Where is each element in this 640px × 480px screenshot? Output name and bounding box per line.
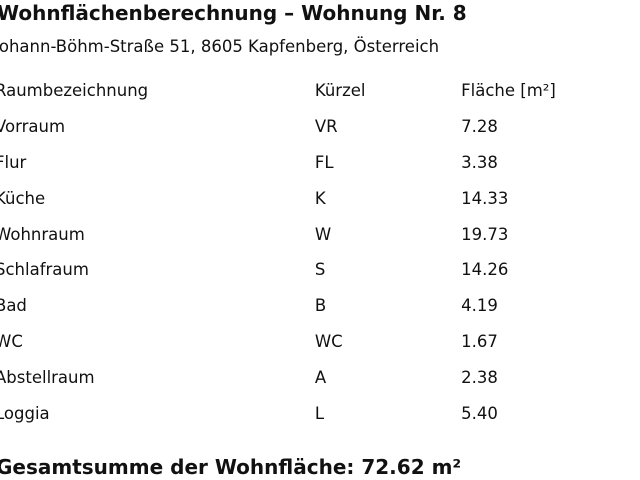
area-cell: 7.28 bbox=[461, 117, 498, 137]
room-name-cell: Loggia bbox=[0, 403, 50, 423]
area-cell: 1.67 bbox=[461, 331, 498, 351]
total-area: Gesamtsumme der Wohnfläche: 72.62 m² bbox=[0, 455, 462, 479]
abbreviation-cell: W bbox=[314, 224, 332, 244]
table-header-row: Raumbezeichnung Kürzel Fläche [m²] bbox=[0, 73, 635, 109]
table-row: Loggia L 5.40 bbox=[0, 395, 635, 431]
room-name-cell: Bad bbox=[0, 296, 27, 316]
room-name-cell: Abstellraum bbox=[0, 367, 95, 387]
table-row: Bad B 4.19 bbox=[0, 288, 635, 324]
document-title: Wohnflächenberechnung – Wohnung Nr. 8 bbox=[0, 1, 467, 25]
abbreviation-cell: WC bbox=[314, 331, 343, 351]
header-abbreviation: Kürzel bbox=[314, 81, 366, 101]
address: Johann-Böhm-Straße 51, 8605 Kapfenberg, … bbox=[0, 37, 440, 56]
area-cell: 3.38 bbox=[461, 152, 498, 172]
room-name-cell: Schlafraum bbox=[0, 260, 89, 280]
room-name-cell: Flur bbox=[0, 152, 27, 172]
header-area: Fläche [m²] bbox=[461, 81, 556, 101]
area-cell: 14.33 bbox=[461, 188, 509, 208]
table-row: Vorraum VR 7.28 bbox=[0, 109, 635, 145]
abbreviation-cell: VR bbox=[314, 117, 338, 137]
abbreviation-cell: S bbox=[314, 260, 326, 280]
area-cell: 5.40 bbox=[461, 403, 498, 423]
abbreviation-cell: K bbox=[314, 188, 326, 208]
table-row: Wohnraum W 19.73 bbox=[0, 216, 635, 252]
room-name-cell: Küche bbox=[0, 188, 46, 208]
table-row: WC WC 1.67 bbox=[0, 324, 635, 360]
room-area-table: Raumbezeichnung Kürzel Fläche [m²] Vorra… bbox=[0, 73, 635, 431]
room-name-cell: WC bbox=[0, 331, 23, 351]
room-name-cell: Vorraum bbox=[0, 117, 66, 137]
table-row: Küche K 14.33 bbox=[0, 180, 635, 216]
abbreviation-cell: A bbox=[314, 367, 327, 387]
area-cell: 2.38 bbox=[461, 367, 498, 387]
abbreviation-cell: B bbox=[314, 296, 327, 316]
abbreviation-cell: FL bbox=[314, 152, 334, 172]
table-row: Flur FL 3.38 bbox=[0, 145, 635, 181]
table-row: Schlafraum S 14.26 bbox=[0, 252, 635, 288]
header-room-name: Raumbezeichnung bbox=[0, 81, 149, 101]
table-row: Abstellraum A 2.38 bbox=[0, 359, 635, 395]
room-name-cell: Wohnraum bbox=[0, 224, 85, 244]
area-cell: 4.19 bbox=[461, 296, 498, 316]
area-cell: 14.26 bbox=[461, 260, 509, 280]
area-cell: 19.73 bbox=[461, 224, 509, 244]
abbreviation-cell: L bbox=[314, 403, 325, 423]
